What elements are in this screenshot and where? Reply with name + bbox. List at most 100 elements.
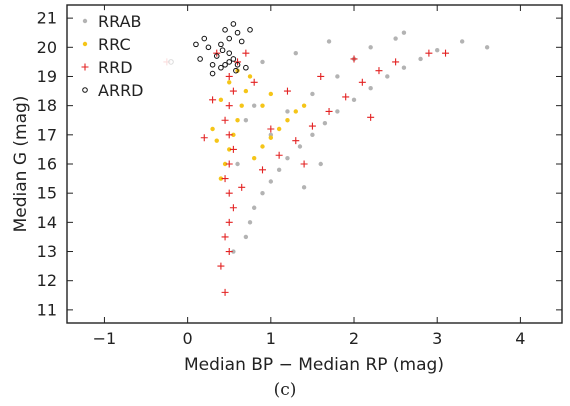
arrd-point <box>230 21 237 27</box>
arrd-point <box>209 62 216 68</box>
x-tick-label: −1 <box>93 329 117 348</box>
rrab-point <box>231 249 236 254</box>
rrc-point <box>268 91 274 97</box>
legend-bg <box>74 56 174 78</box>
rrc-point <box>251 155 257 161</box>
rrc-point <box>227 80 232 85</box>
legend-bg <box>74 33 174 55</box>
rrab-point <box>247 220 253 225</box>
y-tick-label: 16 <box>37 155 57 174</box>
rrab-point <box>322 120 328 126</box>
rrab-point <box>418 56 423 62</box>
x-tick-label: 2 <box>349 329 359 348</box>
rrd-point <box>275 151 283 159</box>
rrd-point <box>221 116 229 124</box>
rrab-point <box>268 179 274 184</box>
rrab-point <box>276 167 282 173</box>
arrd-point <box>197 56 203 62</box>
rrab-point <box>393 36 398 41</box>
rrc-point <box>214 138 219 143</box>
y-tick-label: 21 <box>37 9 57 28</box>
arrd-point <box>213 53 220 59</box>
rrd-point <box>234 58 242 66</box>
rrd-point <box>342 93 350 101</box>
rrc-point <box>260 144 265 149</box>
arrd-point <box>226 50 233 56</box>
legend-bg <box>74 79 174 101</box>
arrd-point <box>205 44 212 51</box>
x-tick-label: 3 <box>432 329 442 348</box>
rrc-point <box>285 118 290 123</box>
rrc-point <box>301 103 307 108</box>
rrab-point <box>293 50 298 56</box>
rrd-point <box>229 204 237 212</box>
rrab-point <box>351 97 357 103</box>
rrd-point <box>221 288 229 296</box>
rrab-point <box>401 65 407 70</box>
arrd-point <box>230 56 237 62</box>
arrd-point <box>247 26 253 33</box>
legend-label-arrd: ARRD <box>98 81 144 100</box>
y-tick-label: 19 <box>37 67 57 86</box>
rrd-point <box>392 58 400 66</box>
y-tick-label: 17 <box>37 125 57 144</box>
legend-label-rrab: RRAB <box>98 12 142 31</box>
points-layer <box>163 21 490 296</box>
rrab-point <box>243 118 249 123</box>
arrd-point <box>226 35 233 42</box>
rrd-point <box>229 87 237 95</box>
rrd-point <box>358 78 366 86</box>
rrc-point <box>293 109 298 114</box>
rrc-point <box>243 88 249 94</box>
rrd-point <box>209 96 217 104</box>
rrd-point <box>292 137 300 145</box>
rrd-point <box>267 125 275 133</box>
rrd-point <box>300 160 308 168</box>
legend-label-rrd: RRD <box>98 58 133 77</box>
rrc-point <box>218 176 224 181</box>
arrd-point <box>218 64 224 71</box>
legend-marker-rrc <box>82 41 88 47</box>
rrc-point <box>260 103 265 108</box>
arrd-point <box>226 59 233 65</box>
rrd-point <box>229 145 237 153</box>
rrd-point <box>425 49 433 57</box>
rrab-point <box>301 185 307 190</box>
rrab-point <box>484 45 490 50</box>
rrab-point <box>401 30 407 35</box>
arrd-point <box>209 70 216 77</box>
rrd-point <box>213 49 221 57</box>
rrd-point <box>238 183 246 191</box>
legend-marker-rrd <box>81 63 89 71</box>
arrd-point <box>218 41 224 48</box>
y-tick-label: 15 <box>37 184 57 203</box>
rrab-point <box>235 161 240 167</box>
arrd-point <box>243 64 249 71</box>
rrab-point <box>251 205 257 210</box>
y-tick-label: 18 <box>37 96 57 115</box>
rrab-point <box>368 85 373 91</box>
arrd-point <box>238 38 245 45</box>
rrab-point <box>285 155 290 161</box>
rrab-point <box>385 74 390 79</box>
x-tick-label: 1 <box>266 329 276 348</box>
rrd-point <box>325 107 333 115</box>
rrd-point <box>259 166 267 174</box>
rrc-point <box>218 97 224 103</box>
rrab-point <box>335 74 340 79</box>
rrd-point <box>317 72 325 80</box>
rrab-point <box>459 39 465 44</box>
rrab-point <box>310 132 315 138</box>
rrab-point <box>335 109 340 114</box>
arrd-point <box>234 29 241 36</box>
rrd-point <box>375 67 383 75</box>
rrc-point <box>227 147 232 152</box>
legend-marker-rrab <box>82 18 88 24</box>
rrd-point <box>225 248 233 256</box>
rrc-point <box>210 126 215 132</box>
rrc-point <box>235 68 240 73</box>
figure-caption: (c) <box>273 380 297 400</box>
y-tick-label: 11 <box>37 300 57 319</box>
rrd-point <box>221 233 229 241</box>
